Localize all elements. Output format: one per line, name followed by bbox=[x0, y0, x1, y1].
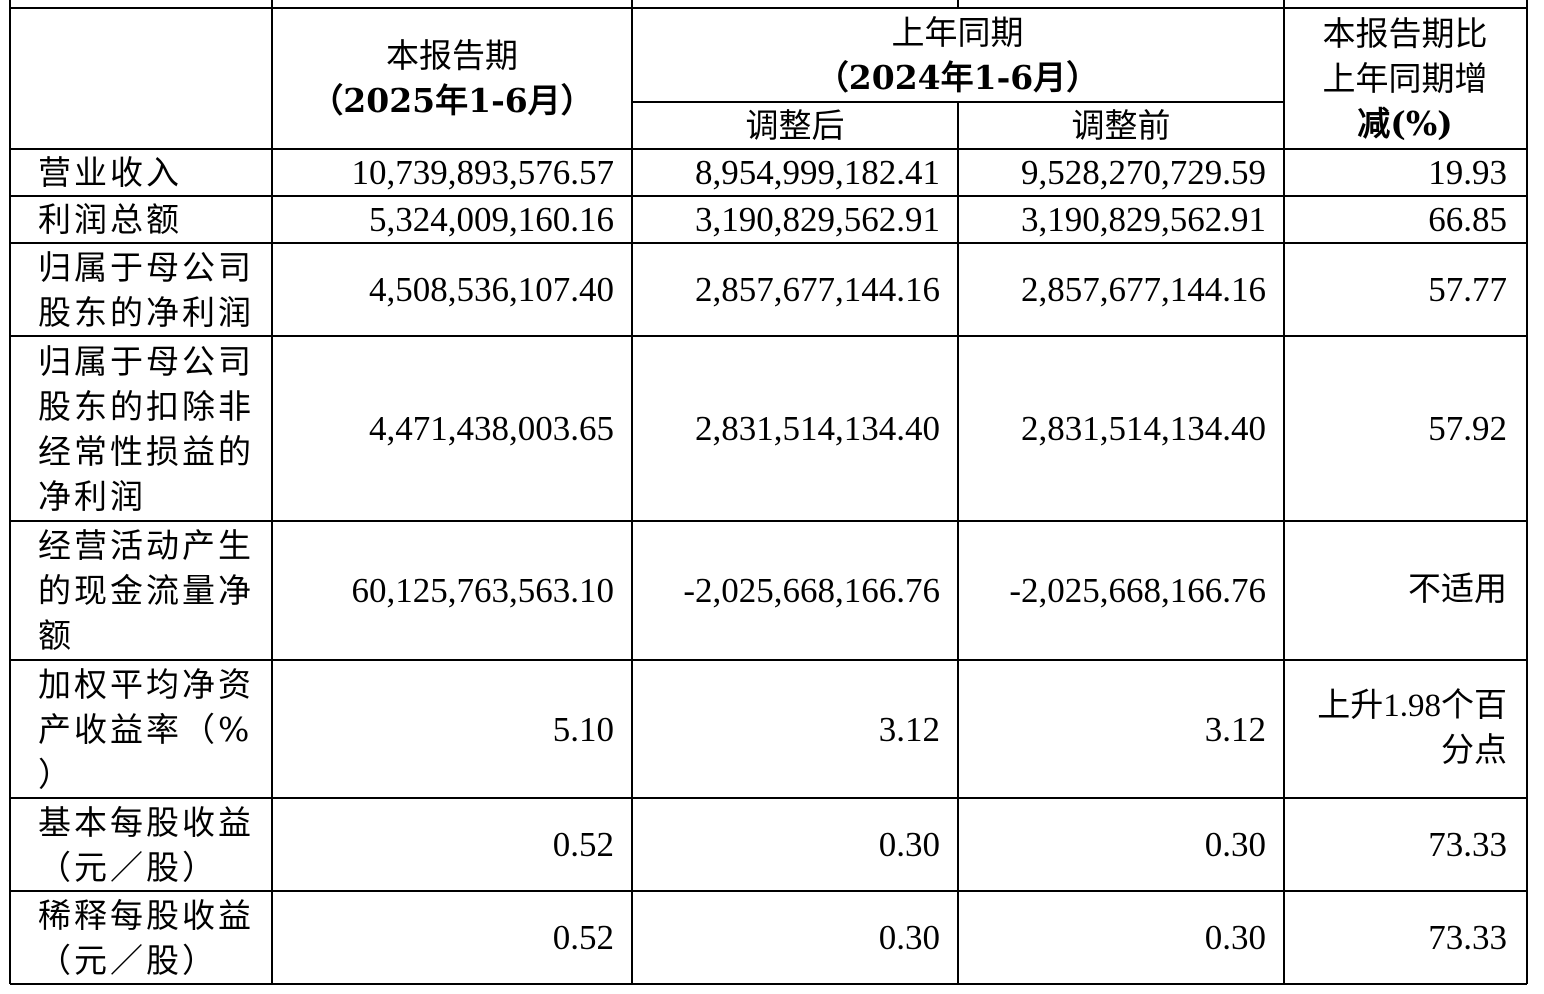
current-period-value: 4,471,438,003.65 bbox=[369, 409, 614, 448]
row-label-line: 归属于母公司 bbox=[38, 341, 254, 381]
current-period-value: 0.52 bbox=[552, 918, 614, 957]
row-label: 利润总额 bbox=[10, 196, 254, 243]
row-label-line: （元／股） bbox=[38, 940, 218, 980]
header-adjusted-before-label: 调整前 bbox=[1071, 105, 1171, 145]
change-percent-value: 不适用 bbox=[1284, 521, 1507, 660]
row-label-line: 利润总额 bbox=[38, 200, 182, 239]
prior-adjusted-before-value: 3,190,829,562.91 bbox=[1021, 200, 1266, 239]
prior-adjusted-before-value: 0.30 bbox=[1204, 825, 1266, 864]
header-current-period: 本报告期 （2025年1-6月） bbox=[273, 8, 631, 148]
current-period-value: 10,739,893,576.57 bbox=[351, 153, 615, 192]
prior-adjusted-after-value: 0.30 bbox=[878, 918, 940, 957]
change-percent-line: 分点 bbox=[1441, 733, 1507, 769]
change-percent-value: 73.33 bbox=[1284, 891, 1507, 984]
change-percent-value: 57.77 bbox=[1284, 243, 1507, 336]
header-change-line1: 本报告期比 bbox=[1322, 13, 1488, 53]
prior-adjusted-before-value: 2,831,514,134.40 bbox=[1021, 409, 1266, 448]
prior-adjusted-after-value: 3.12 bbox=[878, 709, 940, 749]
change-percent-value: 上升1.98个百分点 bbox=[1284, 660, 1507, 798]
prior-adjusted-after-value: 3,190,829,562.91 bbox=[695, 200, 940, 239]
change-percent-value: 66.85 bbox=[1284, 196, 1507, 243]
row-label: 营业收入 bbox=[10, 149, 254, 196]
change-percent-line: 57.92 bbox=[1428, 409, 1507, 448]
prior-adjusted-after-value: 2,831,514,134.40 bbox=[695, 409, 940, 448]
row-label-line: 经营活动产生 bbox=[38, 526, 254, 565]
header-prior-period-line2: （2024年1-6月） bbox=[815, 58, 1100, 97]
current-period-value: 60,125,763,563.10 bbox=[351, 571, 615, 610]
prior-adjusted-after-value: -2,025,668,166.76 bbox=[683, 571, 940, 610]
row-label-line: 基本每股收益 bbox=[38, 802, 254, 842]
row-label-line: 额 bbox=[38, 616, 74, 655]
prior-adjusted-before-value: 9,528,270,729.59 bbox=[1021, 153, 1266, 192]
prior-adjusted-before-value: 2,857,677,144.16 bbox=[1021, 270, 1266, 309]
change-percent-line: 66.85 bbox=[1428, 200, 1507, 239]
row-label: 基本每股收益 （元／股） bbox=[10, 798, 254, 891]
row-label-line: 净利润 bbox=[38, 476, 146, 516]
row-label: 稀释每股收益 （元／股） bbox=[10, 891, 254, 984]
row-label: 加权平均净资 产收益率（% ） bbox=[10, 660, 254, 798]
row-label-line: ） bbox=[38, 754, 74, 794]
change-percent-value: 57.92 bbox=[1284, 336, 1507, 521]
change-percent-line: 上升1.98个百 bbox=[1317, 688, 1507, 724]
row-label-line: 的现金流量净 bbox=[38, 571, 254, 610]
row-label-line: 营业收入 bbox=[38, 153, 182, 192]
row-label: 归属于母公司 股东的净利润 bbox=[10, 243, 254, 336]
change-percent-value: 19.93 bbox=[1284, 149, 1507, 196]
change-percent-line: 19.93 bbox=[1428, 153, 1507, 192]
header-current-period-line2: （2025年1-6月） bbox=[310, 81, 594, 120]
header-prior-period: 上年同期 （2024年1-6月） bbox=[632, 8, 1283, 102]
prior-adjusted-before-value: 0.30 bbox=[1204, 918, 1266, 957]
change-percent-line: 不适用 bbox=[1408, 572, 1507, 608]
header-adjusted-after-label: 调整后 bbox=[745, 105, 845, 145]
row-label-line: 归属于母公司 bbox=[38, 247, 254, 287]
row-label-line: 股东的净利润 bbox=[38, 292, 254, 332]
prior-adjusted-before-value: 3.12 bbox=[1204, 709, 1266, 749]
header-adjusted-before: 调整前 bbox=[958, 102, 1284, 148]
row-label-line: 股东的扣除非 bbox=[38, 386, 254, 426]
current-period-value: 5,324,009,160.16 bbox=[369, 200, 614, 239]
prior-adjusted-after-value: 8,954,999,182.41 bbox=[695, 153, 940, 192]
header-adjusted-after: 调整后 bbox=[632, 102, 958, 148]
change-percent-line: 73.33 bbox=[1428, 825, 1507, 864]
prior-adjusted-after-value: 2,857,677,144.16 bbox=[695, 270, 940, 309]
row-label: 归属于母公司 股东的扣除非 经常性损益的 净利润 bbox=[10, 336, 254, 521]
change-percent-line: 57.77 bbox=[1428, 270, 1507, 309]
row-label: 经营活动产生 的现金流量净额 bbox=[10, 521, 254, 660]
row-label-line: 产收益率（% bbox=[38, 709, 253, 749]
header-change-percent: 本报告期比 上年同期增 减(%) bbox=[1284, 8, 1526, 148]
row-label-line: 稀释每股收益 bbox=[38, 895, 254, 935]
header-prior-period-line1: 上年同期 bbox=[891, 13, 1024, 52]
prior-adjusted-before-value: -2,025,668,166.76 bbox=[1009, 571, 1266, 610]
header-current-period-line1: 本报告期 bbox=[386, 36, 518, 75]
row-label-line: 加权平均净资 bbox=[38, 664, 254, 704]
row-label-line: （元／股） bbox=[38, 847, 218, 887]
current-period-value: 4,508,536,107.40 bbox=[369, 270, 614, 309]
prior-adjusted-after-value: 0.30 bbox=[878, 825, 940, 864]
change-percent-line: 73.33 bbox=[1428, 918, 1507, 957]
current-period-value: 0.52 bbox=[552, 825, 614, 864]
change-percent-value: 73.33 bbox=[1284, 798, 1507, 891]
current-period-value: 5.10 bbox=[552, 709, 614, 749]
row-label-line: 经常性损益的 bbox=[38, 431, 254, 471]
header-change-line2: 上年同期增 bbox=[1322, 58, 1488, 98]
header-change-line3: 减(%) bbox=[1357, 103, 1453, 143]
